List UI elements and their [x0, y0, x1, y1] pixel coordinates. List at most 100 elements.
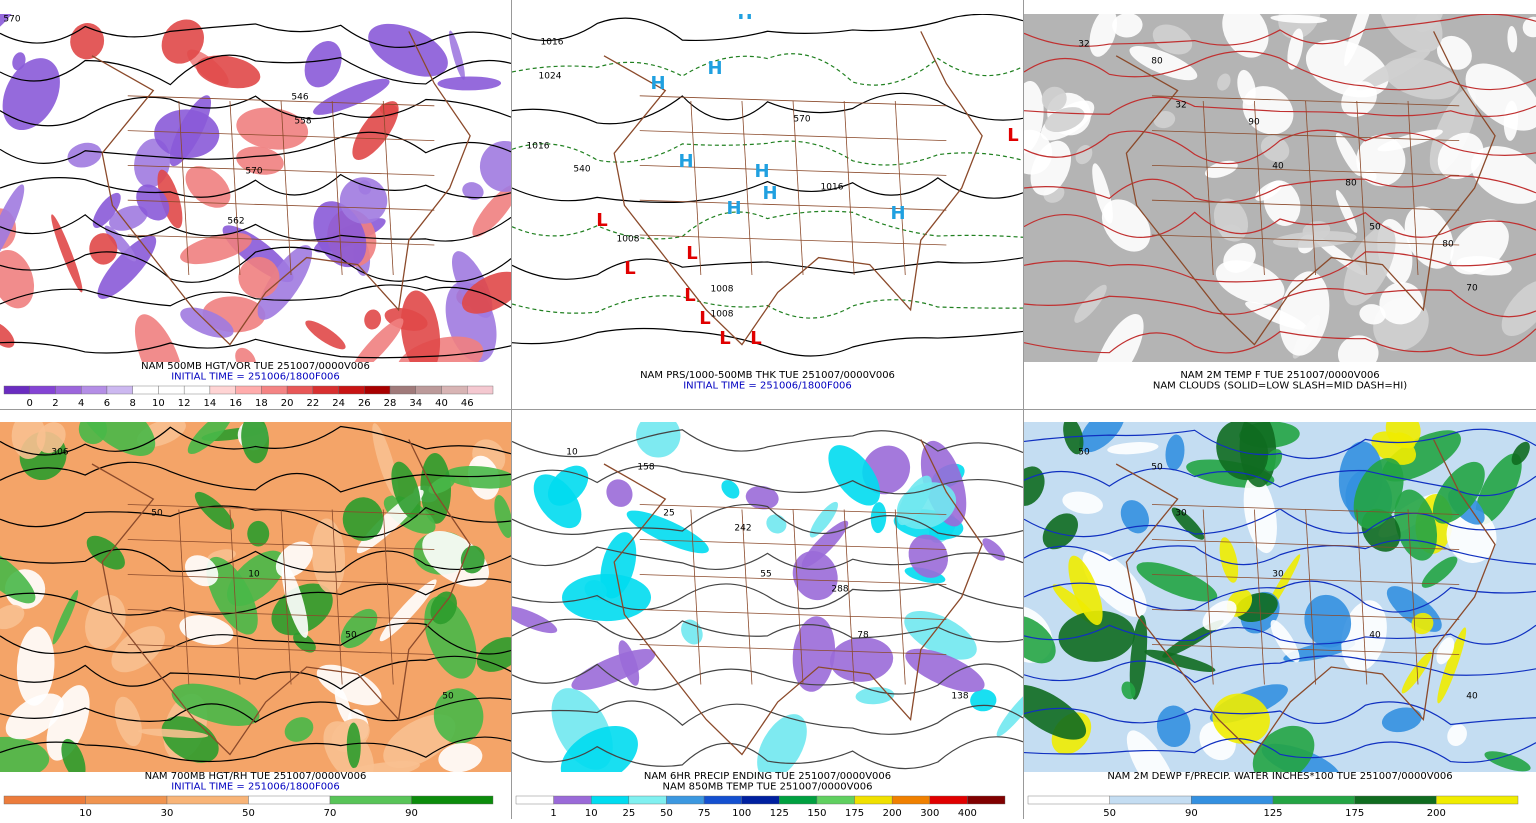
contour-label: 1008 — [617, 235, 640, 245]
field-blob — [0, 14, 18, 34]
contour — [1024, 14, 1536, 47]
field-blob — [1401, 651, 1432, 694]
field-blob — [445, 465, 511, 489]
contour-label: 1008 — [711, 285, 734, 295]
field-blob — [2, 58, 60, 131]
border-line — [382, 509, 394, 685]
field-blob — [61, 738, 86, 772]
field-blob — [870, 502, 887, 534]
colorbar-swatch — [106, 385, 133, 395]
field-blob — [472, 184, 511, 237]
contour — [1024, 251, 1536, 283]
caption: NAM PRS/1000-500MB THK TUE 251007/0000V0… — [640, 370, 895, 381]
contour — [1024, 428, 1536, 460]
caption: NAM 2M DEWP F/PRECIP. WATER INCHES*100 T… — [1107, 771, 1452, 782]
colorbar-swatch — [1354, 795, 1437, 805]
colorbar-swatch — [1272, 795, 1355, 805]
field-blob — [437, 76, 502, 91]
colorbar-swatch — [158, 385, 185, 395]
field-blob — [281, 563, 309, 638]
field-blob — [379, 579, 437, 642]
field-blob — [1381, 707, 1422, 733]
field-blob — [179, 615, 234, 646]
colorbar-swatch — [166, 795, 249, 805]
colorbar-label: 0 — [27, 398, 33, 409]
contour — [1024, 701, 1536, 726]
field-blob — [494, 495, 511, 538]
contour-label: H — [754, 161, 769, 182]
colorbar-swatch — [553, 795, 592, 805]
contour-label: 50 — [1369, 223, 1381, 233]
field-blob — [1356, 49, 1431, 91]
field-blob — [0, 184, 25, 265]
field-blob — [304, 41, 342, 88]
field-blob — [171, 683, 260, 726]
field-blob — [180, 232, 252, 265]
field-blob — [1394, 489, 1438, 561]
contour-label: 30 — [1272, 570, 1284, 580]
colorbar-label: 100 — [732, 808, 751, 819]
contour — [1024, 467, 1536, 497]
contour — [0, 655, 511, 690]
colorbar-label: 22 — [306, 398, 319, 409]
caption: NAM 700MB HGT/RH TUE 251007/0000V006 — [145, 771, 367, 782]
border-line — [1151, 609, 1460, 620]
colorbar-label: 28 — [384, 398, 397, 409]
contour — [512, 14, 1023, 42]
contour-label: 1024 — [539, 72, 562, 82]
field-blob — [134, 314, 184, 362]
border-line — [331, 100, 343, 276]
field-blob — [1484, 751, 1531, 772]
coastline — [603, 31, 983, 346]
panel: 306 50 10 50 50 NAM 700MB HGT/RH TUE 251007/0… — [0, 422, 511, 819]
colorbar-label: 4 — [78, 398, 84, 409]
field-blob — [316, 664, 382, 706]
field-blob — [433, 688, 484, 744]
field-blob — [1152, 24, 1193, 55]
colorbar-swatch — [29, 385, 56, 395]
border-line — [1254, 509, 1265, 685]
contour — [1024, 50, 1536, 91]
colorbar-swatch — [703, 795, 742, 805]
colorbar-label: 6 — [104, 398, 110, 409]
contour — [512, 210, 1023, 240]
contour-label: 40 — [1369, 631, 1381, 641]
border-line — [1151, 644, 1460, 655]
field-blob — [1382, 430, 1461, 482]
field-blob — [236, 146, 284, 175]
contour — [512, 140, 1023, 166]
contour — [1024, 96, 1536, 118]
field-blob — [1335, 132, 1362, 176]
border-line — [639, 644, 947, 655]
contour — [512, 177, 1023, 204]
border-line — [127, 539, 435, 550]
colorbar-label: 125 — [1263, 808, 1282, 819]
border-line — [1305, 509, 1316, 685]
field-blob — [462, 182, 484, 200]
colorbar-label: 10 — [152, 398, 165, 409]
map: 10 25 55 78 138 158 242 288 — [512, 422, 1023, 772]
colorbar-swatch — [591, 795, 630, 805]
colorbar-label: 50 — [242, 808, 255, 819]
contour-label: 80 — [1345, 179, 1357, 189]
contour-label: 158 — [637, 463, 654, 473]
contour-label: 1016 — [527, 142, 550, 152]
contour — [1024, 175, 1536, 203]
field-blob — [1171, 507, 1205, 540]
field-blob — [1144, 649, 1216, 673]
colorbar-swatch — [415, 385, 442, 395]
colorbar-swatch — [441, 385, 468, 395]
contour-label: 80 — [1151, 57, 1163, 67]
field-blob — [1156, 705, 1191, 748]
contour-label: 562 — [227, 217, 244, 227]
coastline — [91, 439, 471, 756]
field-blob — [1121, 681, 1136, 700]
colorbar-label: 175 — [1345, 808, 1364, 819]
colorbar-swatch — [3, 795, 86, 805]
caption: INITIAL TIME = 251006/1800F006 — [171, 782, 340, 793]
border-line — [690, 100, 702, 276]
field-blob — [1272, 231, 1357, 248]
contour — [512, 663, 1023, 695]
panel: 570 546 558 570 562 NAM 500MB HGT/VOR TUE 251… — [0, 14, 511, 409]
field-blob — [311, 518, 346, 594]
